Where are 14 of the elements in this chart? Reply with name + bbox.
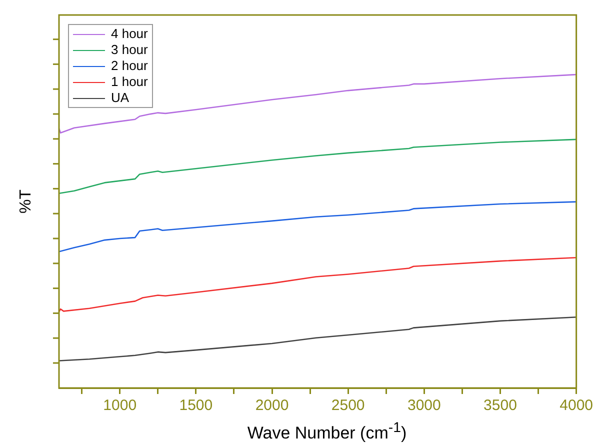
x-axis-title: Wave Number (cm$^{-1}$) (246, 420, 408, 444)
x-tick-label: 1500 (179, 397, 213, 414)
x-tick-label: 2000 (255, 397, 289, 414)
x-tick-label: 3000 (407, 397, 441, 414)
legend-label: UA (111, 90, 130, 106)
x-tick-label: 4000 (560, 397, 594, 414)
x-tick-label: 2500 (331, 397, 365, 414)
legend-label: 1 hour (111, 74, 148, 90)
legend-label: 2 hour (111, 58, 148, 74)
legend-label: 4 hour (111, 26, 148, 42)
x-tick-label: 3500 (484, 397, 517, 414)
legend-label: 3 hour (111, 42, 148, 58)
x-tick-label: 1000 (103, 397, 137, 414)
y-axis-title: %T (17, 189, 34, 214)
